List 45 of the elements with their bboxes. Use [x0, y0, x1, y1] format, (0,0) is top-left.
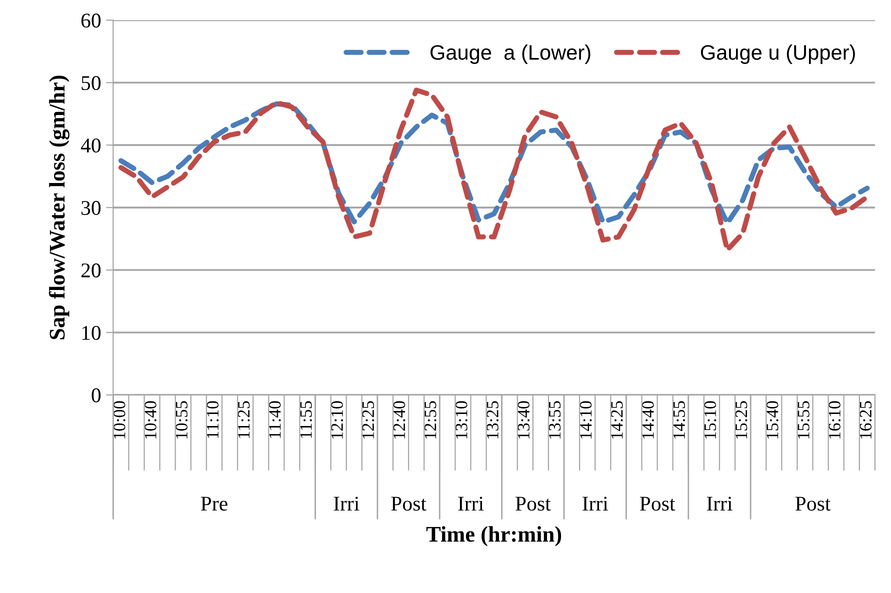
x-tick-label: 11:40	[269, 401, 281, 438]
y-tick-label: 40	[80, 138, 101, 153]
x-tick-label: 11:25	[238, 401, 250, 438]
x-tick-label: 10:40	[144, 401, 156, 439]
x-tick-label: 13:10	[456, 401, 468, 439]
x-tick-label: 13:40	[518, 401, 530, 439]
x-tick-label: 11:55	[300, 401, 312, 438]
y-tick-label: 60	[81, 14, 101, 28]
x-tick-label: 16:25	[860, 401, 872, 439]
legend-label: Gauge u (Upper)	[700, 44, 855, 64]
x-tick-label: 14:55	[673, 401, 686, 439]
x-tick-label: 12:10	[331, 401, 344, 439]
y-tick-label: 0	[92, 388, 101, 402]
x-tick-label: 10:00	[114, 401, 126, 439]
legend-label: Gauge a (Lower)	[430, 44, 590, 64]
text: Post	[640, 496, 676, 511]
y-tick-label: 10	[82, 326, 101, 340]
x-tick-label: 12:40	[393, 401, 406, 439]
text: Irri	[334, 496, 360, 511]
text: Irri	[582, 496, 608, 511]
x-tick-label: 15:40	[766, 401, 778, 439]
x-tick-label: 10:55	[176, 401, 188, 439]
x-axis-title: Time (hr:min)	[426, 526, 562, 546]
text: Post	[391, 496, 426, 511]
x-tick-label: 12:25	[362, 401, 374, 439]
text: Post	[516, 496, 551, 511]
text: Irri	[458, 496, 484, 511]
x-tick-label: 14:10	[580, 401, 592, 439]
x-tick-label: 13:25	[486, 401, 498, 439]
text: Irri	[706, 496, 732, 511]
x-tick-label: 14:40	[642, 401, 654, 439]
y-tick-label: 20	[81, 263, 101, 278]
y-tick-label: 50	[82, 76, 101, 90]
text: Post	[795, 496, 831, 511]
x-tick-label: 14:25	[611, 401, 623, 439]
x-tick-label: 15:10	[704, 401, 716, 439]
x-tick-label: 16:10	[828, 401, 841, 439]
x-tick-label: 15:55	[798, 401, 810, 439]
x-tick-label: 11:10	[206, 401, 219, 438]
x-tick-label: 12:55	[424, 401, 436, 439]
text: Pre	[200, 496, 228, 511]
y-tick-label: 30	[82, 200, 101, 215]
x-tick-label: 15:25	[735, 401, 748, 439]
y-axis-title: Sap flow/Water loss (gm/hr)	[48, 76, 70, 340]
x-tick-label: 13:55	[548, 401, 561, 439]
